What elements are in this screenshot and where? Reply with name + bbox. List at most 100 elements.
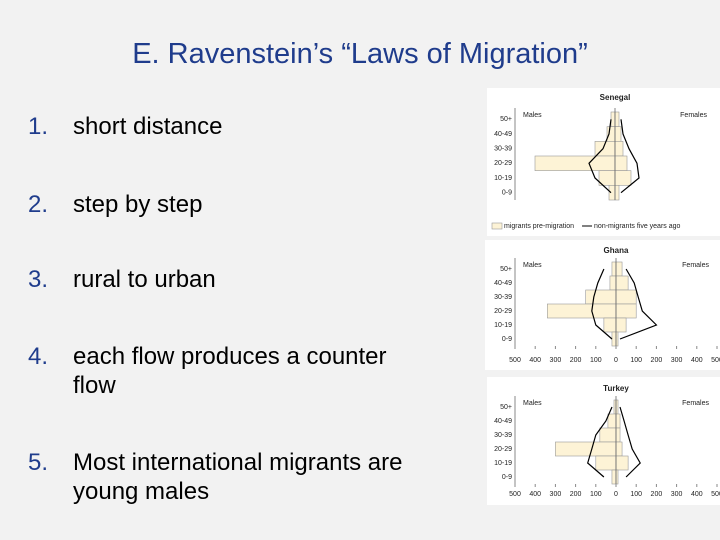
left-label: Males	[523, 262, 542, 269]
bar	[614, 170, 632, 186]
x-tick-label: 500	[509, 491, 521, 498]
bar	[614, 126, 622, 142]
x-tick-label: 400	[529, 357, 541, 364]
x-tick-label: 500	[509, 357, 521, 364]
legend-label: migrants pre-migration	[504, 223, 574, 230]
pyramid-chart: Ghana Males Females 50+ 40-49 30-39 20-29 10-19…	[485, 240, 720, 370]
x-tick-label: 300	[671, 491, 683, 498]
bar	[547, 303, 617, 319]
x-tick-label: 100	[590, 357, 602, 364]
bar	[608, 185, 616, 201]
x-tick-label: 500	[711, 357, 720, 364]
chart-title: Turkey	[603, 384, 629, 393]
age-label: 10-19	[494, 460, 512, 467]
x-tick-label: 300	[671, 357, 683, 364]
list-item: 3. rural to urban	[28, 265, 468, 294]
bar	[603, 317, 617, 333]
item-number: 4.	[28, 343, 49, 370]
left-label: Males	[523, 400, 542, 407]
age-label: 40-49	[494, 280, 512, 287]
x-tick-label: 400	[529, 491, 541, 498]
age-label: 0-9	[502, 474, 512, 481]
item-number: 5.	[28, 449, 49, 476]
bar	[615, 261, 623, 277]
bar	[615, 441, 623, 457]
bar	[607, 413, 617, 429]
age-label: 20-29	[494, 446, 512, 453]
line	[619, 406, 641, 478]
item-number: 1.	[28, 113, 49, 140]
item-number: 3.	[28, 266, 49, 293]
x-tick-label: 300	[550, 357, 562, 364]
line	[620, 119, 640, 194]
legend-label: non-migrants five years ago	[594, 223, 680, 230]
bar	[611, 261, 617, 277]
bar	[606, 126, 616, 142]
x-tick-label: 100	[590, 491, 602, 498]
chart-title: Ghana	[604, 246, 629, 255]
age-label: 40-49	[494, 418, 512, 425]
pyramid-chart: Turkey Males Females 50+ 40-49 30-39 20-29 10-1…	[487, 377, 720, 505]
bar	[615, 275, 629, 291]
bar	[614, 141, 624, 157]
x-tick-label: 400	[691, 357, 703, 364]
bar	[614, 185, 620, 201]
list-item: 4. each flow produces a counter flow	[28, 342, 428, 400]
age-label: 20-29	[494, 308, 512, 315]
item-text: each flow produces a counter flow	[73, 343, 387, 399]
left-label: Males	[523, 112, 542, 119]
bar	[615, 427, 621, 443]
chart-title: Senegal	[600, 93, 631, 102]
age-label: 10-19	[494, 175, 512, 182]
x-tick-label: 300	[550, 491, 562, 498]
bar	[585, 289, 617, 305]
x-tick-label: 200	[570, 491, 582, 498]
right-label: Females	[680, 112, 707, 119]
x-tick-label: 100	[630, 491, 642, 498]
age-label: 30-39	[494, 146, 512, 153]
x-tick-label: 0	[614, 357, 618, 364]
bar	[614, 111, 620, 127]
x-tick-label: 200	[651, 357, 663, 364]
bar	[599, 427, 617, 443]
age-label: 50+	[500, 116, 512, 123]
x-tick-label: 0	[614, 491, 618, 498]
age-label: 0-9	[502, 336, 512, 343]
list-item: 5. Most international migrants are young …	[28, 448, 468, 506]
line	[591, 268, 613, 340]
line	[588, 119, 612, 194]
item-text: step by step	[73, 191, 203, 218]
x-tick-label: 200	[651, 491, 663, 498]
x-tick-label: 500	[711, 491, 720, 498]
x-tick-label: 200	[570, 357, 582, 364]
x-tick-label: 100	[630, 357, 642, 364]
list-item: 2. step by step	[28, 190, 468, 219]
item-text: short distance	[73, 113, 223, 140]
bar	[595, 455, 617, 471]
age-label: 50+	[500, 404, 512, 411]
legend-swatch	[491, 222, 503, 230]
bar	[614, 155, 628, 171]
right-label: Females	[682, 262, 709, 269]
slide-title: E. Ravenstein’s “Laws of Migration”	[132, 38, 588, 70]
age-label: 10-19	[494, 322, 512, 329]
bar	[615, 303, 637, 319]
line	[587, 406, 613, 478]
list-item: 1. short distance	[28, 112, 468, 141]
item-text: Most international migrants are young ma…	[73, 449, 403, 505]
bar	[615, 317, 627, 333]
line	[619, 268, 658, 340]
bar	[611, 469, 617, 485]
bar	[615, 413, 621, 429]
right-label: Females	[682, 400, 709, 407]
age-label: 0-9	[502, 190, 512, 197]
bar	[615, 289, 637, 305]
pyramid-chart: Senegal Males Females 50+ 40-49 30-39 20-29 10-…	[487, 88, 720, 236]
age-label: 20-29	[494, 160, 512, 167]
age-label: 30-39	[494, 294, 512, 301]
bar	[534, 155, 616, 171]
bar	[610, 111, 616, 127]
item-text: rural to urban	[73, 266, 216, 293]
